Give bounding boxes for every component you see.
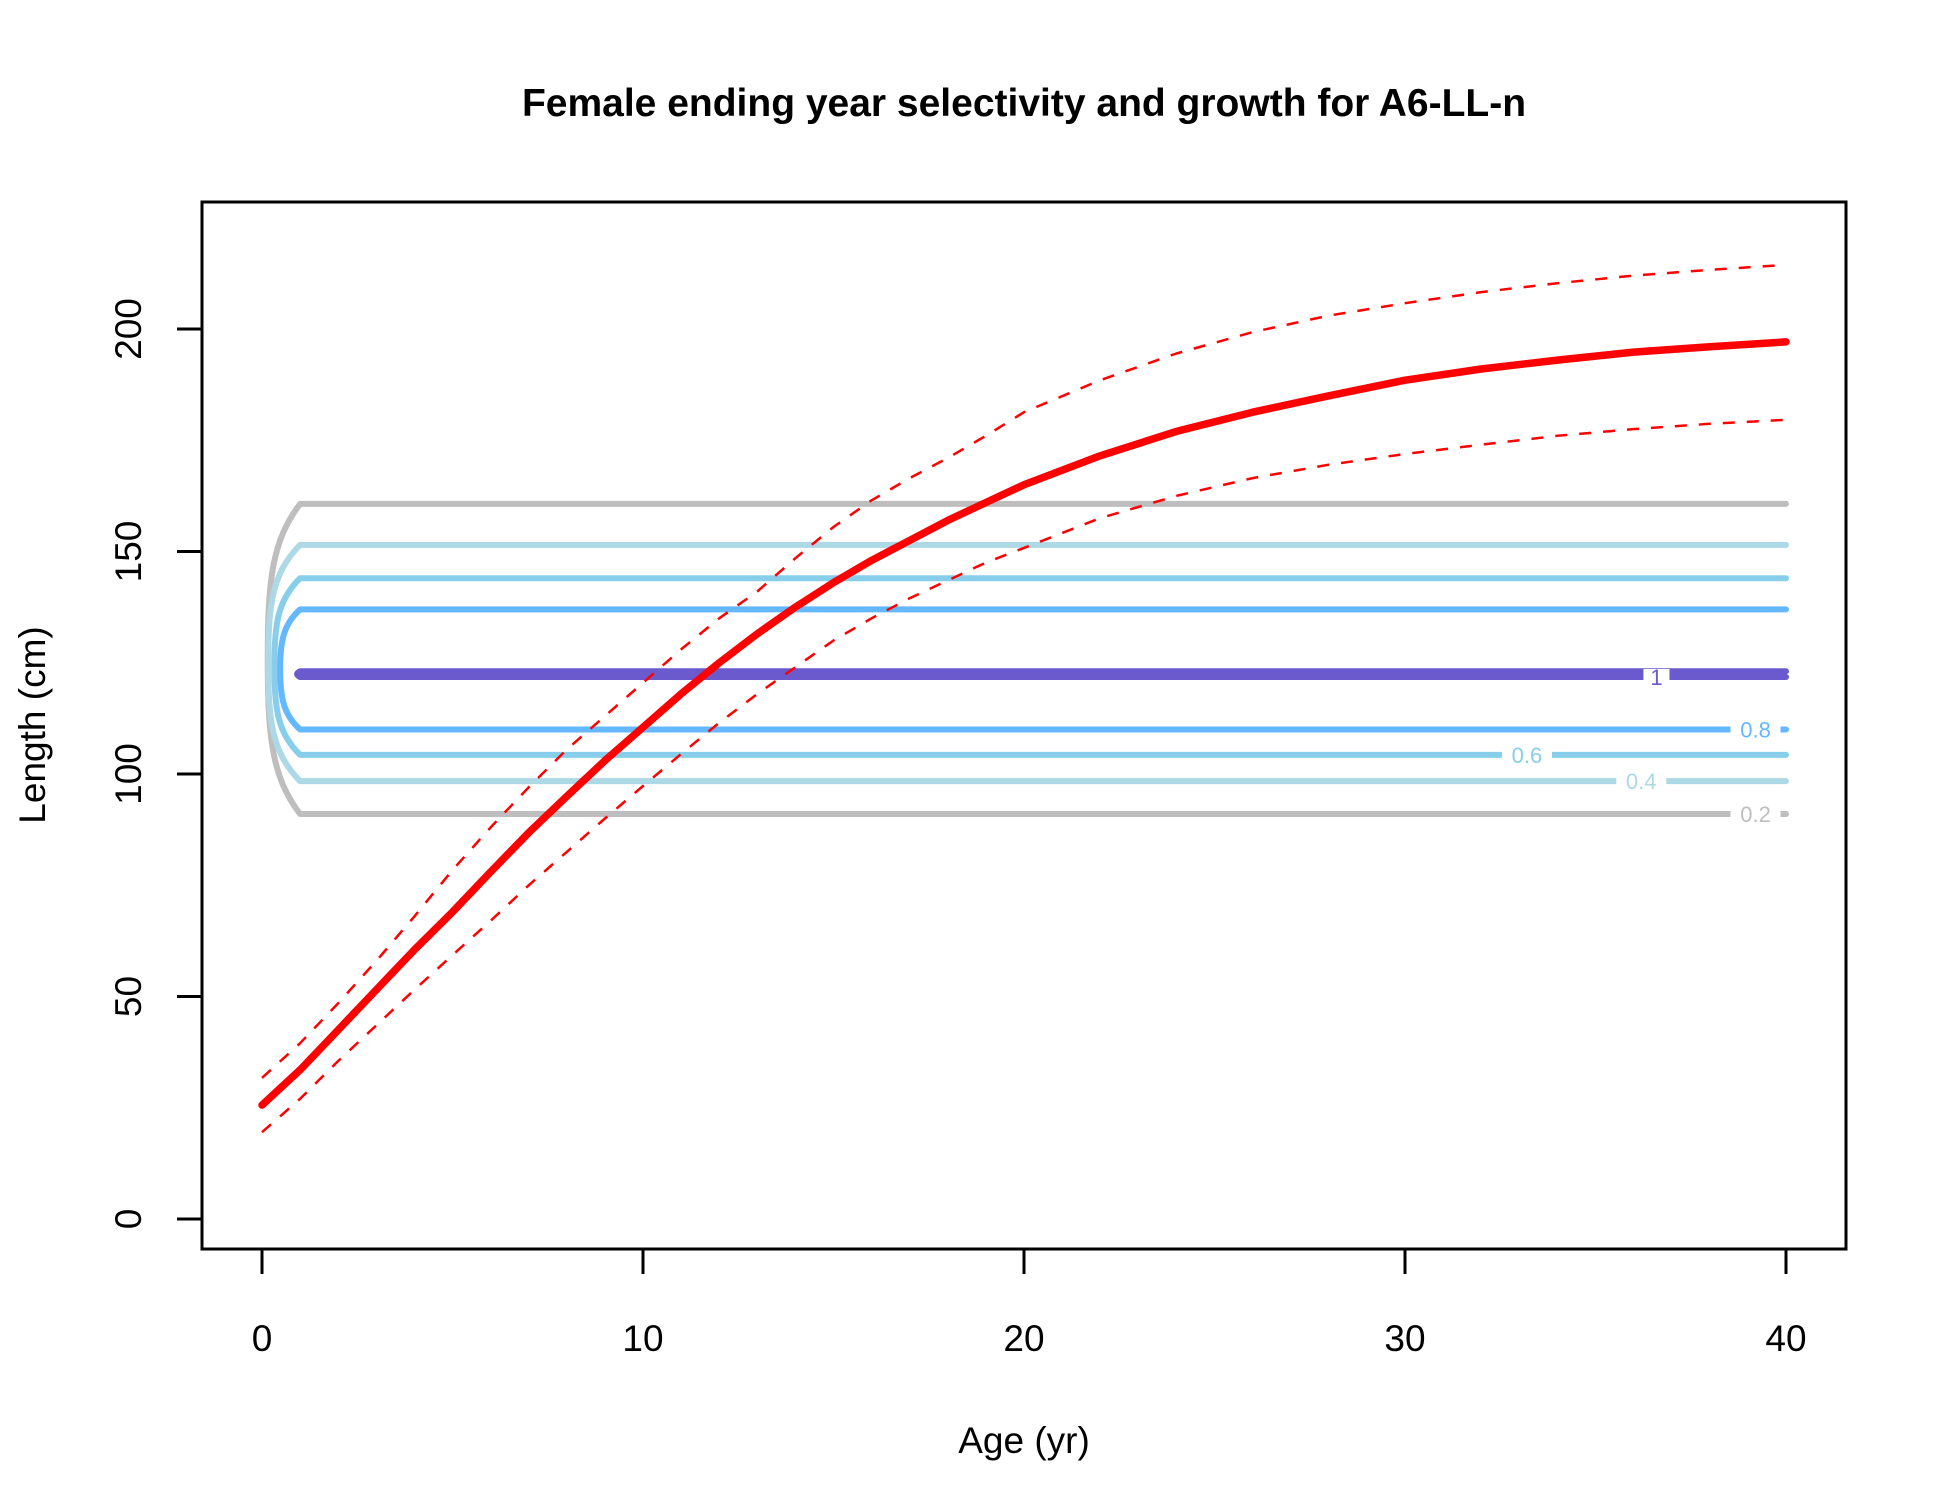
contour-label-1: 1 [1650, 665, 1662, 690]
growth-lower [261, 418, 1787, 1134]
chart-title: Female ending year selectivity and growt… [522, 82, 1526, 125]
growth-mean [258, 338, 1790, 1109]
x-tick-label: 40 [1765, 1318, 1806, 1359]
y-tick-label: 0 [108, 1209, 149, 1230]
growth-curves [258, 263, 1790, 1134]
contour-line-0.4 [265, 541, 1789, 785]
x-axis-label: Age (yr) [958, 1420, 1090, 1461]
contour-labels: 0.2 0.4 0.6 0.8 1 [1501, 665, 1781, 827]
contour-label-gap [1616, 773, 1667, 790]
contour-label-gap [1501, 746, 1552, 763]
x-tick-label: 20 [1003, 1318, 1044, 1359]
contour-label-gap [1730, 721, 1781, 738]
y-tick-label: 100 [108, 743, 149, 805]
x-tick-label: 10 [622, 1318, 663, 1359]
contour-label-0.6: 0.6 [1512, 743, 1543, 768]
contour-label-0.8: 0.8 [1740, 718, 1771, 743]
x-tick-label: 30 [1384, 1318, 1425, 1359]
y-axis-label: Length (cm) [12, 626, 53, 823]
contour-line-1 [294, 668, 1789, 680]
x-axis: 0 10 20 30 40 [252, 1249, 1807, 1359]
y-tick-label: 200 [108, 298, 149, 360]
contour-label-gap [1643, 668, 1670, 685]
contour-label-0.4: 0.4 [1626, 769, 1657, 794]
contour-line-0.8 [277, 606, 1789, 733]
y-axis: 0 50 100 150 200 [108, 298, 202, 1229]
contour-label-gap [1730, 806, 1781, 823]
contour-label-0.2: 0.2 [1740, 802, 1771, 827]
y-tick-label: 150 [108, 521, 149, 583]
selectivity-contours [264, 500, 1789, 818]
contour-line-0.2 [264, 500, 1789, 818]
x-tick-label: 0 [252, 1318, 273, 1359]
contour-line-0.6 [271, 575, 1789, 758]
y-tick-label: 50 [108, 976, 149, 1017]
growth-upper [261, 263, 1787, 1079]
